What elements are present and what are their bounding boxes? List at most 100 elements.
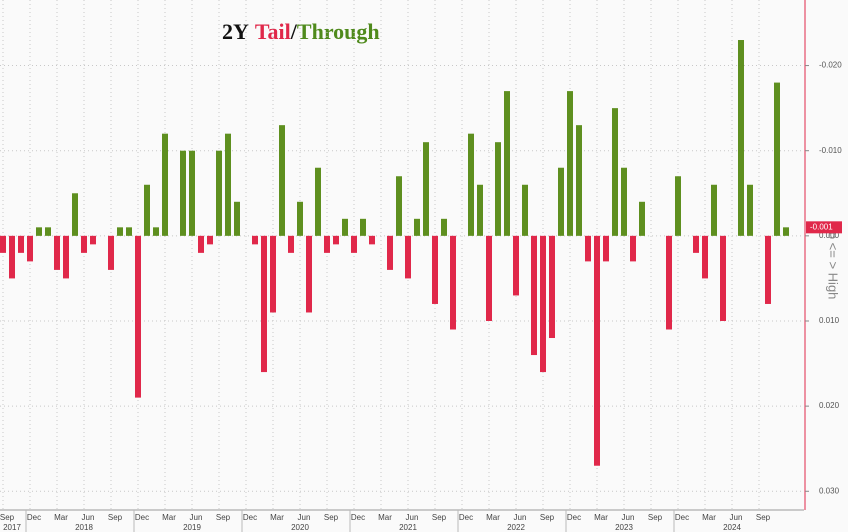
y-tick-label: 0.020	[819, 401, 840, 410]
x-tick-label: Jun	[730, 513, 743, 522]
bar	[666, 235, 672, 330]
bar	[324, 235, 330, 253]
x-tick-label: Mar	[270, 513, 284, 522]
bar	[63, 235, 69, 279]
bar	[9, 235, 15, 279]
bar	[693, 235, 699, 253]
bar	[162, 133, 168, 236]
bar	[396, 176, 402, 236]
title-part: Tail	[255, 19, 291, 44]
x-year-label: 2022	[507, 523, 525, 532]
x-tick-label: Mar	[162, 513, 176, 522]
bar	[387, 235, 393, 270]
title-part: /	[290, 19, 298, 44]
bar	[747, 184, 753, 236]
bar	[540, 235, 546, 373]
x-year-label: 2021	[399, 523, 417, 532]
bar	[468, 133, 474, 236]
x-tick-label: Mar	[702, 513, 716, 522]
bar	[549, 235, 555, 339]
x-tick-label: Sep	[756, 513, 771, 522]
y-tick-label: -0.020	[819, 61, 842, 70]
title-part: Through	[297, 19, 380, 44]
x-tick-label: Dec	[675, 513, 689, 522]
x-tick-label: Jun	[190, 513, 203, 522]
bar	[594, 235, 600, 466]
bar	[0, 235, 6, 253]
y-tick-label: -0.010	[819, 146, 842, 155]
bar	[774, 82, 780, 236]
x-year-label: 2017	[3, 523, 21, 532]
y-tick-label: 0.010	[819, 316, 840, 325]
x-tick-label: Sep	[108, 513, 123, 522]
x-tick-label: Mar	[54, 513, 68, 522]
x-tick-label: Sep	[216, 513, 231, 522]
bar	[54, 235, 60, 270]
bar	[612, 108, 618, 236]
bar	[198, 235, 204, 253]
bar	[72, 193, 78, 236]
last-value-label: -0.001	[810, 222, 833, 231]
x-tick-label: Mar	[378, 513, 392, 522]
bar	[513, 235, 519, 296]
bar	[261, 235, 267, 373]
bar	[279, 125, 285, 236]
bar	[630, 235, 636, 262]
x-tick-label: Sep	[540, 513, 555, 522]
x-year-label: 2019	[183, 523, 201, 532]
bar	[531, 235, 537, 356]
x-tick-label: Dec	[459, 513, 473, 522]
bar	[252, 235, 258, 245]
bar	[225, 133, 231, 236]
bar	[477, 184, 483, 236]
x-year-label: 2018	[75, 523, 93, 532]
bar	[423, 142, 429, 236]
bar	[45, 227, 51, 236]
bar	[234, 201, 240, 236]
bar	[189, 150, 195, 236]
x-tick-label: Dec	[567, 513, 581, 522]
x-year-label: 2020	[291, 523, 309, 532]
bar	[486, 235, 492, 321]
bar	[405, 235, 411, 279]
bar	[639, 201, 645, 236]
bar	[495, 142, 501, 236]
bar	[270, 235, 276, 313]
bar	[108, 235, 114, 270]
bar	[27, 235, 33, 262]
x-tick-label: Mar	[486, 513, 500, 522]
bar	[720, 235, 726, 321]
chart-title: 2Y Tail/Through	[222, 19, 380, 44]
x-tick-label: Sep	[0, 513, 15, 522]
x-tick-label: Jun	[298, 513, 311, 522]
bar	[18, 235, 24, 253]
bar	[369, 235, 375, 245]
x-tick-label: Mar	[594, 513, 608, 522]
x-tick-label: Jun	[514, 513, 527, 522]
bar	[783, 227, 789, 236]
bar	[450, 235, 456, 330]
bar	[297, 201, 303, 236]
y-tick-label: 0.000	[819, 231, 840, 240]
bar	[126, 227, 132, 236]
y-axis-label: Lo <= > High	[826, 225, 841, 300]
x-tick-label: Dec	[135, 513, 149, 522]
bar	[153, 227, 159, 236]
x-year-label: 2023	[615, 523, 633, 532]
bar	[360, 218, 366, 236]
x-tick-label: Dec	[351, 513, 365, 522]
bar	[333, 235, 339, 245]
bar	[738, 40, 744, 236]
last-value-box	[806, 221, 842, 234]
x-tick-label: Jun	[622, 513, 635, 522]
bar	[432, 235, 438, 304]
bar	[603, 235, 609, 262]
bar	[135, 235, 141, 398]
x-year-label: 2024	[723, 523, 741, 532]
x-tick-label: Sep	[432, 513, 447, 522]
bar	[288, 235, 294, 253]
bar	[504, 91, 510, 236]
bar	[144, 184, 150, 236]
bar	[711, 184, 717, 236]
